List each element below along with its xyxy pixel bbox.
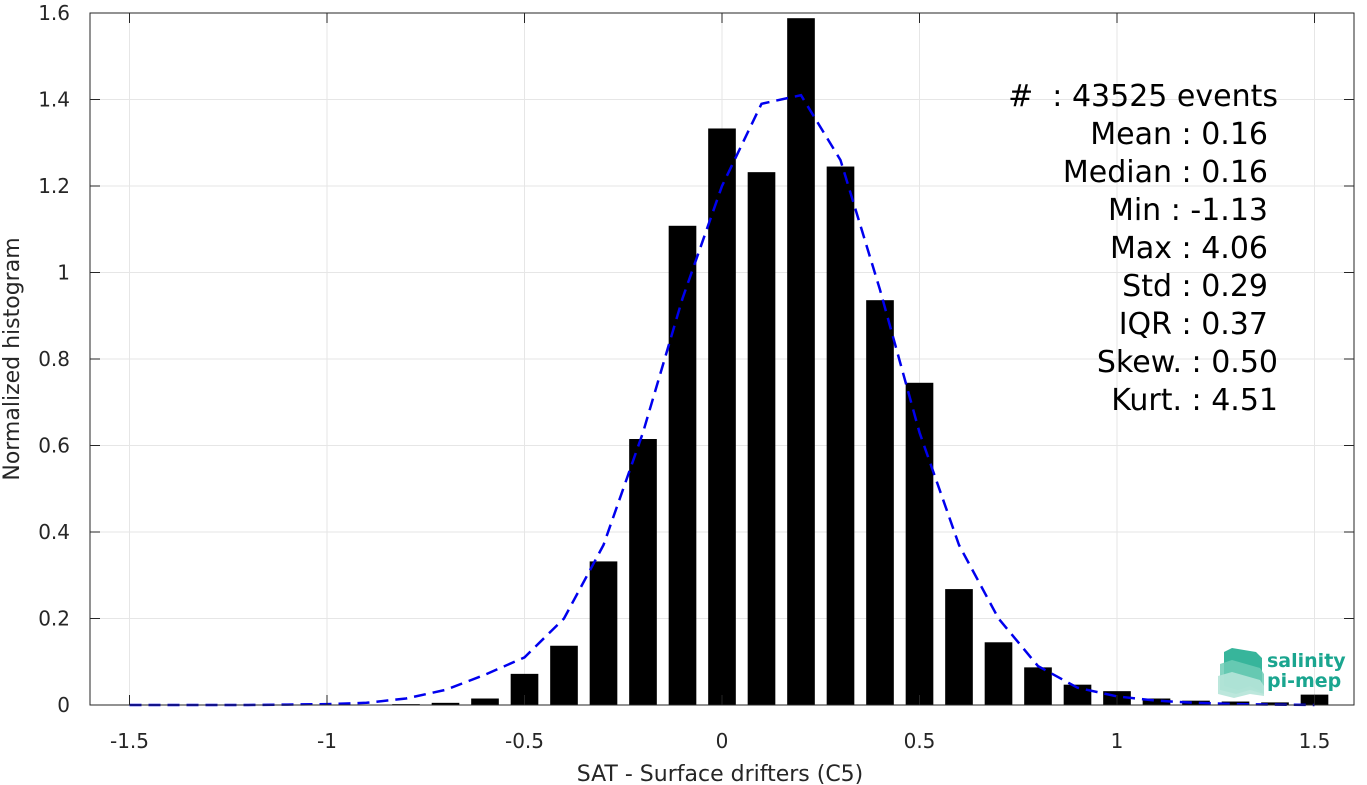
stats-line-median: Median : 0.16: [1063, 155, 1268, 190]
y-tick-label: 1.4: [38, 88, 70, 112]
wave-logo-icon: [1218, 648, 1264, 698]
x-tick-label: 1: [1111, 729, 1124, 753]
y-axis-label: Normalized histogram: [0, 237, 25, 480]
histogram-bar: [1063, 684, 1092, 705]
x-tick-label: -1: [317, 729, 337, 753]
histogram-bar: [1182, 700, 1210, 705]
bar-series: [273, 18, 1329, 706]
stats-line-skew: Skew. : 0.50: [1097, 345, 1278, 380]
y-tick-label: 1.2: [38, 174, 70, 198]
stats-line-mean: Mean : 0.16: [1090, 117, 1268, 152]
y-tick-label: 0.2: [38, 607, 70, 631]
histogram-bar: [747, 172, 776, 705]
y-tick-label: 1.6: [38, 1, 70, 25]
stats-line-iqr: IQR : 0.37: [1119, 307, 1268, 342]
x-tick-label: 0: [716, 729, 729, 753]
stats-box: # : 43525 events Mean : 0.16 Median : 0.…: [1008, 79, 1278, 418]
histogram-bar: [1024, 667, 1052, 705]
histogram-bar: [708, 128, 736, 706]
histogram-bar: [866, 300, 894, 705]
histogram-bar: [471, 698, 499, 705]
x-axis-label: SAT - Surface drifters (C5): [577, 762, 864, 785]
stats-line-max: Max : 4.06: [1110, 231, 1268, 266]
histogram-bar: [984, 642, 1013, 705]
stats-line-min: Min : -1.13: [1108, 193, 1268, 228]
y-tick-label: 0.4: [38, 520, 70, 544]
tick-labels: -1.5 -1 -0.5 0 0.5 1 1.5 0 0.2 0.4 0.6 0.8 1 1.2 1.4 1.…: [38, 1, 1330, 753]
histogram-bar: [550, 645, 578, 705]
x-tick-label: 1.5: [1299, 729, 1331, 753]
histogram-bar: [431, 702, 460, 705]
histogram-bar: [629, 439, 657, 705]
y-tick-label: 1: [57, 261, 70, 285]
histogram-bar: [589, 561, 618, 705]
histogram-bar: [905, 382, 934, 705]
histogram-bar: [945, 589, 973, 705]
logo-text-pi-mep: pi-mep: [1267, 670, 1341, 692]
salinity-pi-mep-logo: salinity pi-mep: [1218, 648, 1346, 698]
stats-line-kurt: Kurt. : 4.51: [1111, 383, 1278, 418]
histogram-bar: [1221, 701, 1250, 705]
y-tick-label: 0.8: [38, 347, 70, 371]
histogram-bar: [1142, 698, 1171, 705]
stats-line-std: Std : 0.29: [1122, 269, 1268, 304]
y-tick-label: 0.6: [38, 434, 70, 458]
x-tick-label: 0.5: [904, 729, 936, 753]
axes-frame: [89, 12, 1355, 706]
histogram-bar: [826, 166, 855, 706]
histogram-bar: [787, 18, 815, 705]
histogram-bar: [668, 225, 697, 706]
x-tick-label: -1.5: [110, 729, 149, 753]
x-tick-label: -0.5: [505, 729, 544, 753]
stats-line-events: # : 43525 events: [1008, 79, 1278, 114]
logo-text-salinity: salinity: [1267, 650, 1346, 672]
y-tick-label: 0: [57, 693, 70, 717]
